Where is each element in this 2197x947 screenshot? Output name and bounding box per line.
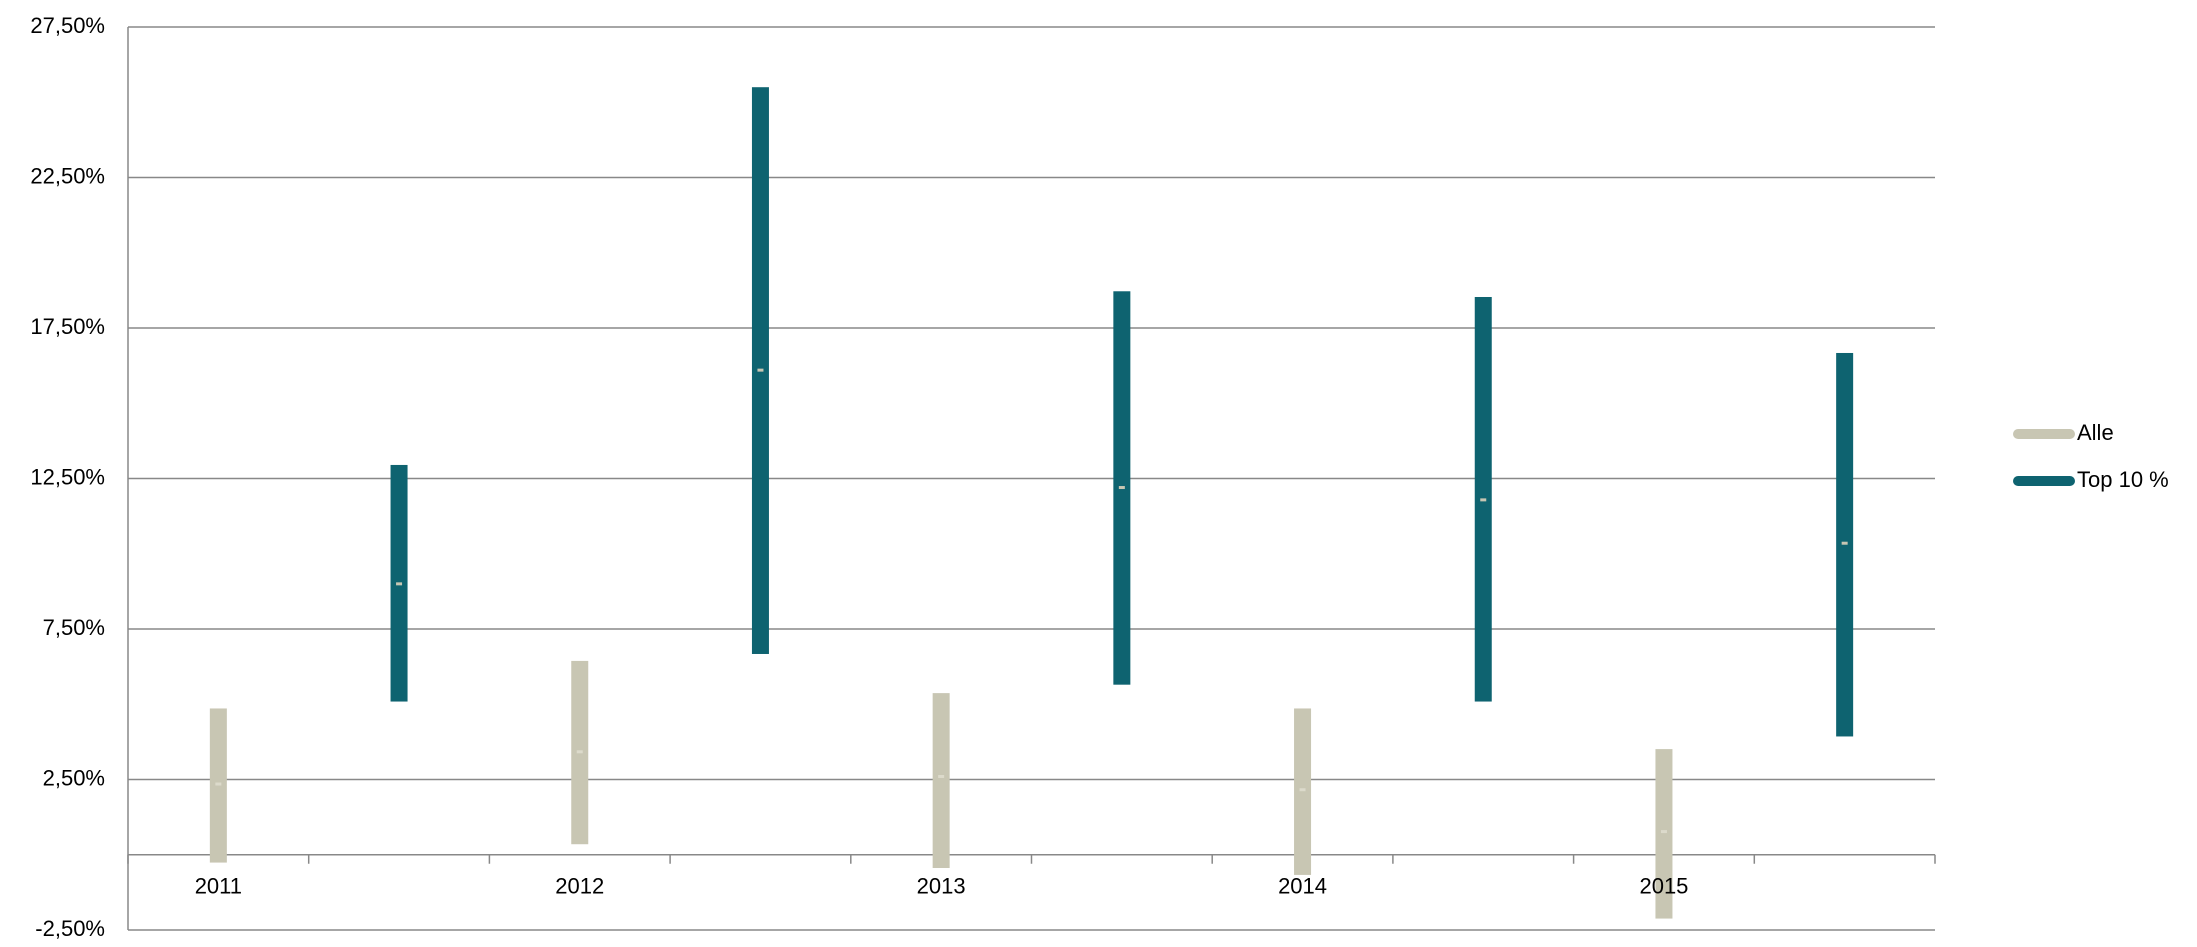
mid-marker (396, 582, 403, 586)
mid-marker (1480, 498, 1487, 502)
legend-label: Top 10 % (2077, 467, 2169, 492)
x-tick-label: 2015 (1639, 874, 1688, 899)
y-tick-label: 2,50% (43, 765, 105, 790)
range-bar (209, 708, 227, 863)
y-tick-label: 27,50% (30, 13, 105, 38)
y-tick-label: 22,50% (30, 163, 105, 188)
y-tick-label: -2,50% (35, 916, 105, 941)
range-bar (932, 693, 950, 868)
legend-label: Alle (2077, 420, 2114, 445)
range-bar (1655, 749, 1673, 919)
range-bar (1294, 708, 1312, 875)
mid-marker (1299, 788, 1306, 792)
mid-marker (938, 774, 945, 778)
mid-marker (215, 782, 222, 786)
range-bar (1836, 352, 1854, 737)
y-tick-label: 17,50% (30, 314, 105, 339)
x-tick-label: 2014 (1278, 874, 1327, 899)
y-tick-label: 12,50% (30, 464, 105, 489)
mid-marker (1841, 541, 1848, 545)
x-tick-label: 2011 (195, 874, 242, 899)
mid-marker (1660, 830, 1667, 834)
mid-marker (757, 368, 764, 372)
y-tick-label: 7,50% (43, 615, 105, 640)
x-tick-label: 2012 (555, 874, 604, 899)
mid-marker (1118, 486, 1125, 490)
x-tick-label: 2013 (917, 874, 966, 899)
mid-marker (576, 750, 583, 754)
